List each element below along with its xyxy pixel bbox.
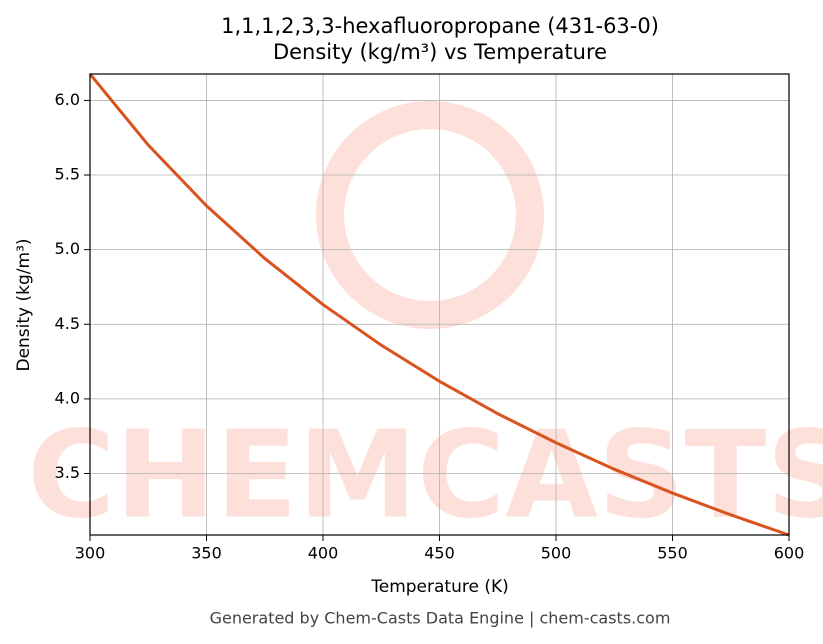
x-tick-label: 300 xyxy=(75,544,106,563)
x-tick-label: 350 xyxy=(191,544,222,563)
y-tick-label: 4.0 xyxy=(55,388,80,407)
x-tick-label: 600 xyxy=(774,544,805,563)
y-tick-label: 4.5 xyxy=(55,314,80,333)
chart-subtitle: Density (kg/m³) vs Temperature xyxy=(273,40,607,64)
plot-frame xyxy=(89,73,790,536)
data-line xyxy=(88,73,790,537)
watermark-logo xyxy=(316,101,544,329)
y-axis-label: Density (kg/m³) xyxy=(14,238,34,371)
chart-title: 1,1,1,2,3,3-hexafluoropropane (431-63-0) xyxy=(221,14,659,38)
y-tick-label: 5.5 xyxy=(55,165,80,184)
x-tick-label: 450 xyxy=(424,544,455,563)
y-tick-label: 3.5 xyxy=(55,463,80,482)
y-tick-label: 5.0 xyxy=(55,239,80,258)
x-tick-label: 550 xyxy=(657,544,688,563)
x-tick-label: 400 xyxy=(308,544,339,563)
x-axis-label: Temperature (K) xyxy=(370,577,509,597)
watermark: CHEMCASTS xyxy=(27,407,823,546)
x-tick-label: 500 xyxy=(541,544,572,563)
footer: Generated by Chem-Casts Data Engine | ch… xyxy=(210,609,671,628)
y-tick-label: 6.0 xyxy=(55,90,80,109)
